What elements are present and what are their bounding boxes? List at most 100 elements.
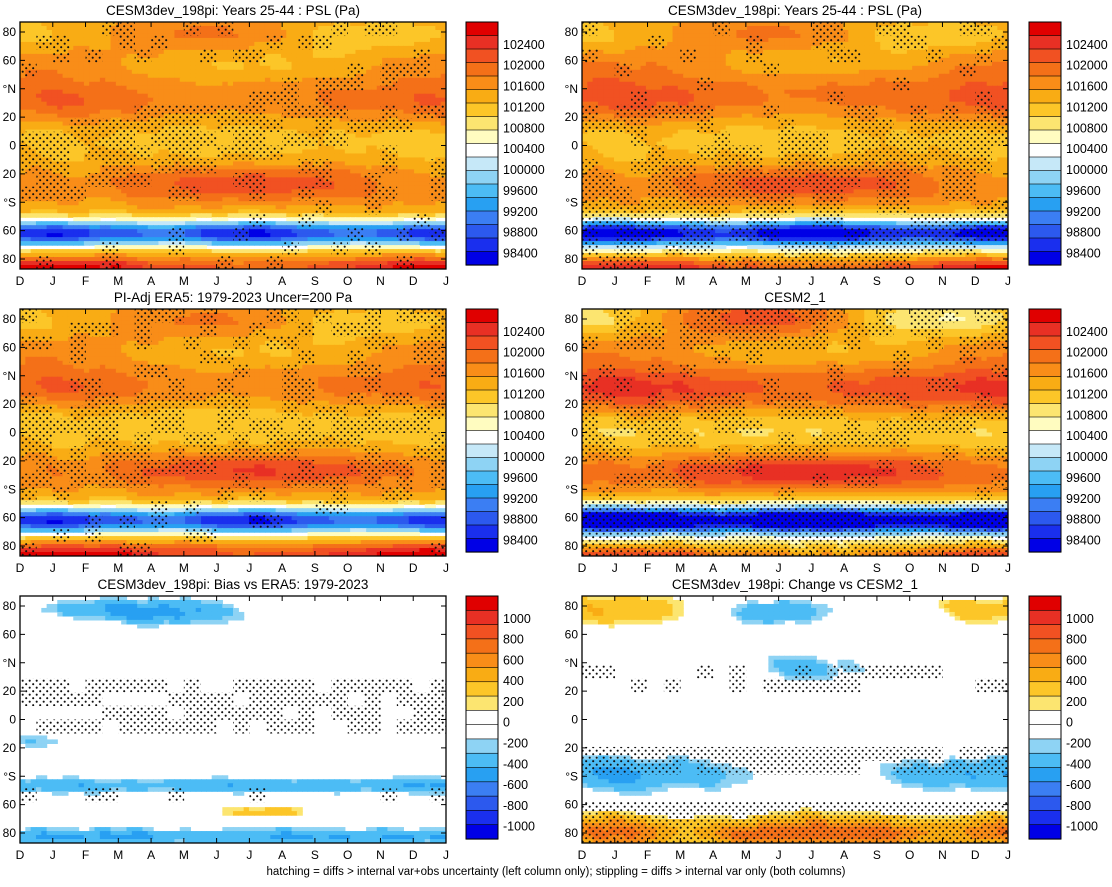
x-tick-label: O bbox=[343, 848, 352, 862]
panel-2: CESM3dev_198pi: Years 25-44 : PSL (Pa) D J… bbox=[565, 3, 1108, 288]
x-tick-label: M bbox=[675, 561, 685, 575]
x-tick-label: J bbox=[214, 561, 220, 575]
colorbar-swatch bbox=[465, 116, 499, 131]
y-tick-label: °N bbox=[3, 656, 16, 670]
x-tick-label: A bbox=[709, 274, 717, 288]
y-tick-label: 20 bbox=[3, 110, 17, 124]
colorbar-swatch bbox=[465, 781, 499, 797]
colorbar-label: 100400 bbox=[503, 142, 545, 156]
y-tick-label: 0 bbox=[571, 426, 578, 440]
y-tick-label: °N bbox=[565, 82, 578, 96]
colorbar-label: 98800 bbox=[1066, 513, 1101, 527]
colorbar-swatch bbox=[465, 810, 499, 826]
colorbar-label: 100400 bbox=[1066, 142, 1108, 156]
x-tick-label: A bbox=[840, 561, 848, 575]
colorbar-swatch bbox=[1028, 738, 1062, 754]
colorbar-swatch bbox=[465, 795, 499, 812]
colorbar-label: 100000 bbox=[503, 163, 545, 177]
colorbar-label: 99200 bbox=[503, 492, 538, 506]
y-tick-label: 20 bbox=[3, 741, 17, 755]
heatmap-field bbox=[582, 596, 1008, 843]
x-tick-label: S bbox=[873, 561, 881, 575]
x-tick-label: D bbox=[578, 848, 587, 862]
y-tick-label: 80 bbox=[565, 599, 579, 613]
colorbar-swatch bbox=[465, 681, 499, 697]
colorbar-swatch bbox=[465, 21, 499, 37]
panel-6: CESM3dev_198pi: Change vs CESM2_1 D J F M A M J… bbox=[565, 577, 1098, 862]
x-tick-label: N bbox=[376, 561, 385, 575]
y-tick-label: 80 bbox=[3, 25, 17, 39]
colorbar-swatch bbox=[1028, 89, 1062, 104]
x-tick-label: M bbox=[113, 561, 123, 575]
colorbar-swatch bbox=[465, 724, 499, 740]
y-tick-label: 60 bbox=[3, 627, 17, 641]
x-tick-label: D bbox=[971, 561, 980, 575]
colorbar-swatch bbox=[1028, 681, 1062, 697]
x-tick-label: F bbox=[644, 561, 651, 575]
x-tick-label: D bbox=[16, 274, 25, 288]
colorbar-label: 102000 bbox=[1066, 59, 1108, 73]
y-tick-label: 60 bbox=[3, 53, 17, 67]
colorbar-swatch bbox=[1028, 511, 1062, 526]
x-tick-label: F bbox=[82, 561, 89, 575]
colorbar-swatch bbox=[465, 75, 499, 91]
y-tick-label: °S bbox=[3, 195, 16, 209]
x-tick-label: M bbox=[113, 848, 123, 862]
colorbar-swatch bbox=[465, 511, 499, 526]
colorbar-swatch bbox=[465, 129, 499, 145]
colorbar-swatch bbox=[1028, 35, 1062, 50]
colorbar-swatch bbox=[1028, 75, 1062, 91]
x-tick-label: M bbox=[113, 274, 123, 288]
y-tick-label: °S bbox=[3, 769, 16, 783]
x-tick-label: S bbox=[311, 848, 319, 862]
colorbar-label: 99600 bbox=[503, 471, 538, 485]
colorbar-label: 102000 bbox=[503, 346, 545, 360]
colorbar-swatch bbox=[1028, 652, 1062, 669]
y-tick-label: °S bbox=[565, 769, 578, 783]
colorbar-swatch bbox=[1028, 197, 1062, 212]
colorbar-swatch bbox=[465, 538, 499, 553]
colorbar-swatch bbox=[1028, 251, 1062, 266]
y-tick-label: 80 bbox=[3, 826, 17, 840]
x-tick-label: M bbox=[741, 274, 751, 288]
colorbar-label: 102400 bbox=[503, 38, 545, 52]
y-tick-label: °N bbox=[3, 369, 16, 383]
colorbar-label: -800 bbox=[1066, 799, 1091, 813]
colorbar-swatch bbox=[1028, 667, 1062, 683]
x-tick-label: J bbox=[50, 274, 56, 288]
colorbar-swatch bbox=[1028, 724, 1062, 740]
x-tick-label: A bbox=[709, 561, 717, 575]
y-tick-label: 80 bbox=[3, 312, 17, 326]
colorbar-swatch bbox=[465, 102, 499, 118]
colorbar-swatch bbox=[465, 183, 499, 199]
colorbar-label: 98400 bbox=[1066, 247, 1101, 261]
y-tick-label: 20 bbox=[565, 684, 579, 698]
y-tick-label: 0 bbox=[571, 139, 578, 153]
colorbar-swatch bbox=[465, 251, 499, 266]
colorbar-swatch bbox=[465, 710, 499, 726]
colorbar-label: 101600 bbox=[503, 367, 545, 381]
colorbar-label: -400 bbox=[503, 757, 528, 771]
colorbar-swatch bbox=[1028, 143, 1062, 158]
x-tick-label: A bbox=[147, 274, 155, 288]
panel-title: CESM3dev_198pi: Bias vs ERA5: 1979-2023 bbox=[98, 577, 369, 592]
colorbar-label: -1000 bbox=[503, 820, 535, 834]
x-tick-label: J bbox=[1005, 848, 1011, 862]
footnote: hatching = diffs > internal var+obs unce… bbox=[0, 866, 1112, 878]
y-tick-label: 60 bbox=[3, 511, 17, 525]
colorbar-swatch bbox=[1028, 48, 1062, 64]
y-tick-label: °N bbox=[565, 656, 578, 670]
x-tick-label: A bbox=[709, 848, 717, 862]
x-tick-label: A bbox=[147, 561, 155, 575]
x-tick-label: J bbox=[443, 274, 449, 288]
x-tick-label: J bbox=[612, 561, 618, 575]
x-tick-label: J bbox=[443, 848, 449, 862]
colorbar-label: 100800 bbox=[1066, 408, 1108, 422]
colorbar-swatch bbox=[465, 48, 499, 64]
x-tick-label: O bbox=[343, 561, 352, 575]
colorbar-swatch bbox=[1028, 524, 1062, 540]
colorbar-label: 400 bbox=[503, 674, 524, 688]
colorbar-label: 102400 bbox=[1066, 38, 1108, 52]
colorbar-swatch bbox=[465, 638, 499, 654]
